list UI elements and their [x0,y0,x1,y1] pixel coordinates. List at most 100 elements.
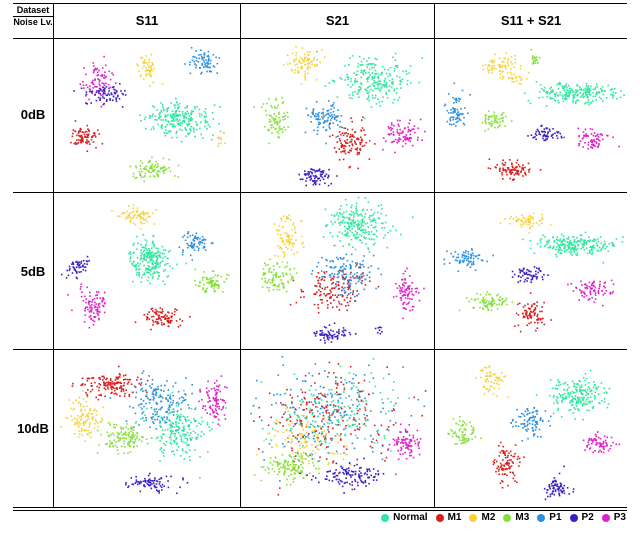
point-m3 [218,285,220,288]
point-m2 [140,75,142,77]
point-m1 [166,317,168,320]
row-label-10db: 10dB [17,421,49,436]
point-m1 [80,138,83,140]
point-m3 [141,162,143,164]
point-p1 [194,56,196,58]
point-p3 [101,86,104,88]
point-normal [187,124,189,127]
point-normal [170,432,173,434]
point-m1 [111,391,113,394]
point-normal [139,406,142,409]
point-m2 [283,256,285,258]
point-normal [186,105,189,107]
point-m3 [287,116,289,118]
point-normal [570,249,572,251]
point-normal [409,65,412,67]
point-normal [176,442,178,444]
point-normal [175,438,177,440]
point-normal [145,267,147,270]
point-normal [170,120,173,122]
point-p1 [472,261,475,264]
point-normal [207,123,210,126]
point-normal [158,275,160,278]
point-m1 [331,277,333,280]
point-p2 [315,332,318,335]
point-m1 [512,169,514,171]
point-normal [567,92,570,94]
point-m2 [295,46,297,48]
point-p2 [538,268,540,271]
point-m1 [550,319,552,321]
point-p2 [95,91,98,94]
point-normal [190,126,193,128]
point-normal [551,91,553,93]
point-m3 [208,281,210,283]
point-normal [187,444,189,446]
point-p1 [349,288,352,291]
point-m1 [536,315,538,318]
point-p3 [100,75,102,77]
point-p2 [318,177,321,179]
point-m3 [144,172,147,175]
point-m3 [285,272,287,275]
point-p3 [88,316,91,318]
point-p1 [195,50,197,52]
point-p2 [545,127,548,129]
point-p1 [155,388,157,390]
point-m2 [152,81,154,84]
point-m2 [531,225,534,227]
point-p1 [207,63,210,65]
point-p2 [82,264,84,267]
point-m2 [277,245,280,247]
point-p3 [92,69,95,72]
point-m2 [285,217,288,220]
point-p3 [599,280,601,283]
point-normal [143,254,145,257]
point-p1 [321,257,323,259]
point-normal [165,440,168,443]
point-p1 [315,113,317,115]
point-p2 [523,280,526,283]
point-normal [578,86,581,88]
point-m3 [485,300,488,302]
point-m2 [82,414,84,416]
point-p3 [406,267,408,270]
point-normal [203,110,206,113]
point-m1 [110,382,112,384]
point-m3 [168,158,170,161]
point-p3 [94,68,96,71]
point-p3 [409,133,412,136]
point-m3 [533,56,536,58]
point-m2 [527,72,530,74]
point-m2 [284,220,287,223]
point-m1 [356,147,359,149]
point-normal [565,98,567,101]
point-normal [150,259,152,262]
point-p3 [398,134,401,136]
point-normal [368,99,370,102]
point-m1 [109,382,111,384]
point-normal [160,110,163,113]
point-m2 [499,73,502,76]
point-normal [547,241,549,244]
point-m3 [154,164,157,166]
point-m2 [150,68,152,70]
point-normal [141,260,144,263]
point-p1 [171,404,173,406]
point-p1 [457,111,459,113]
point-normal [142,246,145,249]
point-m3 [135,165,137,167]
point-normal [612,244,615,247]
point-p3 [86,306,89,308]
point-p2 [82,259,85,262]
point-p2 [527,269,530,272]
point-p2 [85,260,88,262]
point-p1 [452,111,455,113]
point-m1 [502,169,505,172]
point-m1 [321,278,323,280]
point-m1 [501,171,503,174]
point-p3 [89,307,91,309]
point-normal [158,274,160,277]
point-p1 [328,114,331,117]
point-p2 [80,262,82,264]
